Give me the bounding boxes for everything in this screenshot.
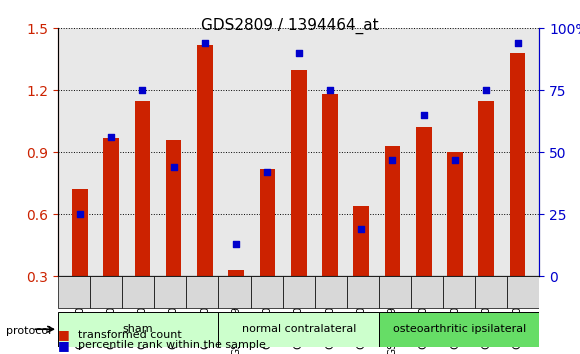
FancyBboxPatch shape <box>122 276 154 308</box>
Text: ■: ■ <box>58 328 70 341</box>
FancyBboxPatch shape <box>58 312 219 347</box>
Bar <box>229 270 244 276</box>
Text: sham: sham <box>123 324 154 334</box>
FancyBboxPatch shape <box>154 276 186 308</box>
FancyBboxPatch shape <box>251 276 282 308</box>
FancyBboxPatch shape <box>379 276 411 308</box>
Bar <box>260 169 276 276</box>
Bar <box>322 95 338 276</box>
FancyBboxPatch shape <box>90 276 122 308</box>
Point <box>357 226 366 232</box>
Bar <box>72 189 88 276</box>
Point <box>231 241 241 247</box>
Point <box>294 50 303 56</box>
Bar <box>385 146 400 276</box>
Text: ■: ■ <box>58 339 70 352</box>
FancyBboxPatch shape <box>315 276 347 308</box>
Point <box>450 157 459 162</box>
FancyBboxPatch shape <box>347 276 379 308</box>
FancyBboxPatch shape <box>58 276 90 308</box>
FancyBboxPatch shape <box>379 312 539 347</box>
Point <box>481 87 491 93</box>
Bar <box>353 206 369 276</box>
Bar <box>103 138 119 276</box>
Point <box>169 164 178 170</box>
Bar <box>416 127 432 276</box>
Bar <box>291 70 306 276</box>
Text: transformed count: transformed count <box>78 330 182 339</box>
FancyBboxPatch shape <box>219 312 379 347</box>
Text: GDS2809 / 1394464_at: GDS2809 / 1394464_at <box>201 18 379 34</box>
FancyBboxPatch shape <box>443 276 475 308</box>
Point <box>75 211 85 217</box>
Text: protocol: protocol <box>6 326 51 336</box>
FancyBboxPatch shape <box>508 276 539 308</box>
Bar <box>166 140 182 276</box>
Bar <box>135 101 150 276</box>
Bar <box>197 45 213 276</box>
Point <box>200 40 209 46</box>
Point <box>325 87 335 93</box>
Bar <box>510 53 525 276</box>
FancyBboxPatch shape <box>186 276 219 308</box>
Point <box>263 169 272 175</box>
Point <box>388 157 397 162</box>
FancyBboxPatch shape <box>475 276 508 308</box>
Text: percentile rank within the sample: percentile rank within the sample <box>78 340 266 350</box>
FancyBboxPatch shape <box>282 276 315 308</box>
FancyBboxPatch shape <box>219 276 251 308</box>
Point <box>107 135 116 140</box>
Text: normal contralateral: normal contralateral <box>241 324 356 334</box>
Point <box>138 87 147 93</box>
Bar <box>478 101 494 276</box>
Point <box>513 40 522 46</box>
Point <box>419 112 429 118</box>
Bar <box>447 152 463 276</box>
Text: osteoarthritic ipsilateral: osteoarthritic ipsilateral <box>393 324 526 334</box>
FancyBboxPatch shape <box>411 276 443 308</box>
